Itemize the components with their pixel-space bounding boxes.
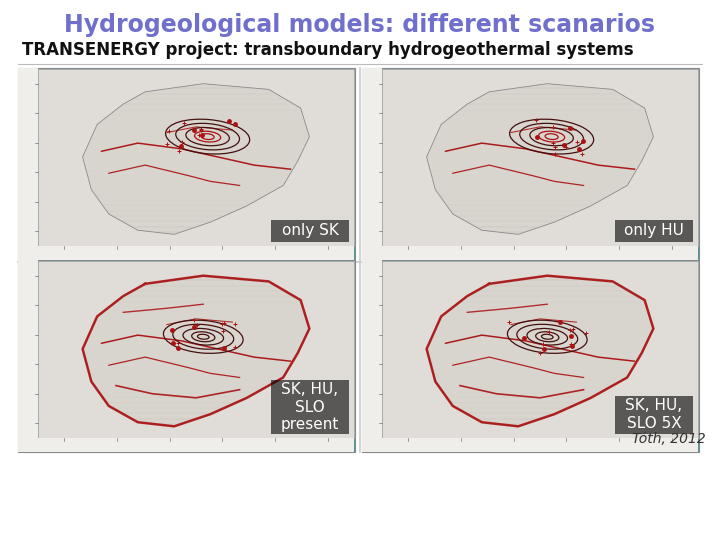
Bar (382, 261, 698, 438)
Polygon shape (427, 276, 653, 426)
Bar (38, 261, 354, 438)
Text: only HU: only HU (624, 224, 684, 239)
Bar (362, 260, 699, 452)
Bar (362, 68, 382, 260)
Bar (18, 68, 38, 260)
Bar (615, 220, 693, 242)
Bar (18, 68, 355, 260)
Text: TRANSENERGY project: transboundary hydrogeothermal systems: TRANSENERGY project: transboundary hydro… (22, 41, 634, 59)
Text: SK, HU,
SLO
present: SK, HU, SLO present (281, 381, 339, 433)
Bar (18, 260, 38, 452)
Text: SK, HU,
SLO 5X: SK, HU, SLO 5X (626, 399, 683, 431)
Polygon shape (427, 84, 653, 234)
Bar (362, 260, 382, 452)
Bar (362, 68, 699, 260)
Text: Tóth, 2012: Tóth, 2012 (632, 432, 706, 446)
Polygon shape (83, 276, 310, 426)
Bar (38, 438, 354, 452)
Bar (38, 69, 354, 246)
Bar (382, 438, 698, 452)
Text: Hydrogeological models: different scanarios: Hydrogeological models: different scanar… (65, 13, 655, 37)
Bar (18, 260, 355, 452)
Bar (382, 246, 698, 260)
Bar (271, 380, 349, 434)
Bar (382, 69, 698, 246)
Polygon shape (83, 84, 310, 234)
Text: only SK: only SK (282, 224, 338, 239)
Bar (271, 220, 349, 242)
Bar (615, 396, 693, 434)
Bar (38, 246, 354, 260)
